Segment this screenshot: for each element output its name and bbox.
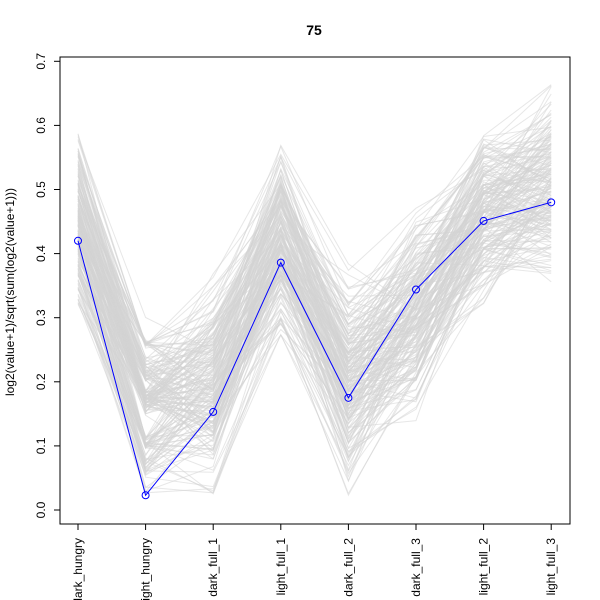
background-series-line <box>77 256 552 492</box>
x-tick-label: light_hungry <box>139 538 153 600</box>
background-series-lines <box>77 84 552 497</box>
series-line <box>77 201 552 497</box>
background-series-line <box>77 190 552 407</box>
x-tick-label: dark_full_1 <box>206 538 220 597</box>
series-point <box>547 198 556 207</box>
x-tick-label: dark_hungry <box>71 538 85 600</box>
background-series-line <box>77 260 552 494</box>
background-series-line <box>77 162 552 373</box>
background-series-line <box>77 231 552 489</box>
background-series-line <box>77 183 552 403</box>
background-series-line <box>77 248 552 441</box>
y-axis: 0.0 0.1 0.2 0.3 0.4 0.5 0.6 0.7 <box>34 53 61 518</box>
background-series-line <box>77 147 552 383</box>
background-series-line <box>77 84 552 374</box>
x-tick-label: light_full_3 <box>544 538 558 596</box>
y-axis-label: log2(value+1)/sqrt(sum(log2(value+1))) <box>3 188 17 396</box>
background-series-line <box>77 199 552 494</box>
y-tick-label: 0.0 <box>34 501 48 518</box>
highlighted-series <box>74 198 556 500</box>
series-point <box>479 216 488 225</box>
background-series-line <box>77 196 552 444</box>
background-series-line <box>77 225 552 400</box>
x-tick-label: dark_full_2 <box>341 538 355 597</box>
y-tick-label: 0.4 <box>34 245 48 262</box>
x-tick-label: light_full_1 <box>274 538 288 596</box>
background-series-line <box>77 196 552 439</box>
series-point <box>412 285 420 294</box>
x-tick-label: light_full_2 <box>477 538 491 596</box>
background-series-line <box>77 245 552 450</box>
series-point <box>276 258 285 267</box>
series-point <box>74 236 82 245</box>
series-point <box>141 491 150 500</box>
background-series-line <box>77 203 552 473</box>
background-series-line <box>77 154 552 344</box>
background-series-line <box>77 159 552 437</box>
background-series-line <box>77 136 552 397</box>
y-tick-label: 0.1 <box>34 437 48 454</box>
background-series-line <box>77 132 552 347</box>
y-tick-label: 0.5 <box>34 181 48 198</box>
background-series-line <box>77 125 552 392</box>
series-point <box>209 407 218 416</box>
background-series-line <box>77 154 552 440</box>
background-series-line <box>77 189 552 470</box>
background-series-line <box>77 165 552 388</box>
x-tick-label: dark_full_3 <box>409 538 423 597</box>
background-series-line <box>77 214 552 494</box>
y-tick-label: 0.2 <box>34 373 48 390</box>
background-series-line <box>77 210 552 470</box>
y-tick-label: 0.6 <box>34 117 48 134</box>
y-tick-label: 0.3 <box>34 309 48 326</box>
y-tick-label: 0.7 <box>34 53 48 70</box>
series-point <box>344 393 353 402</box>
background-series-line <box>77 168 552 458</box>
x-axis: dark_hungry light_hungry dark_full_1 light_… <box>71 523 558 600</box>
chart-title: 75 <box>306 22 322 38</box>
background-series-line <box>77 185 552 390</box>
background-series-line <box>77 184 552 453</box>
